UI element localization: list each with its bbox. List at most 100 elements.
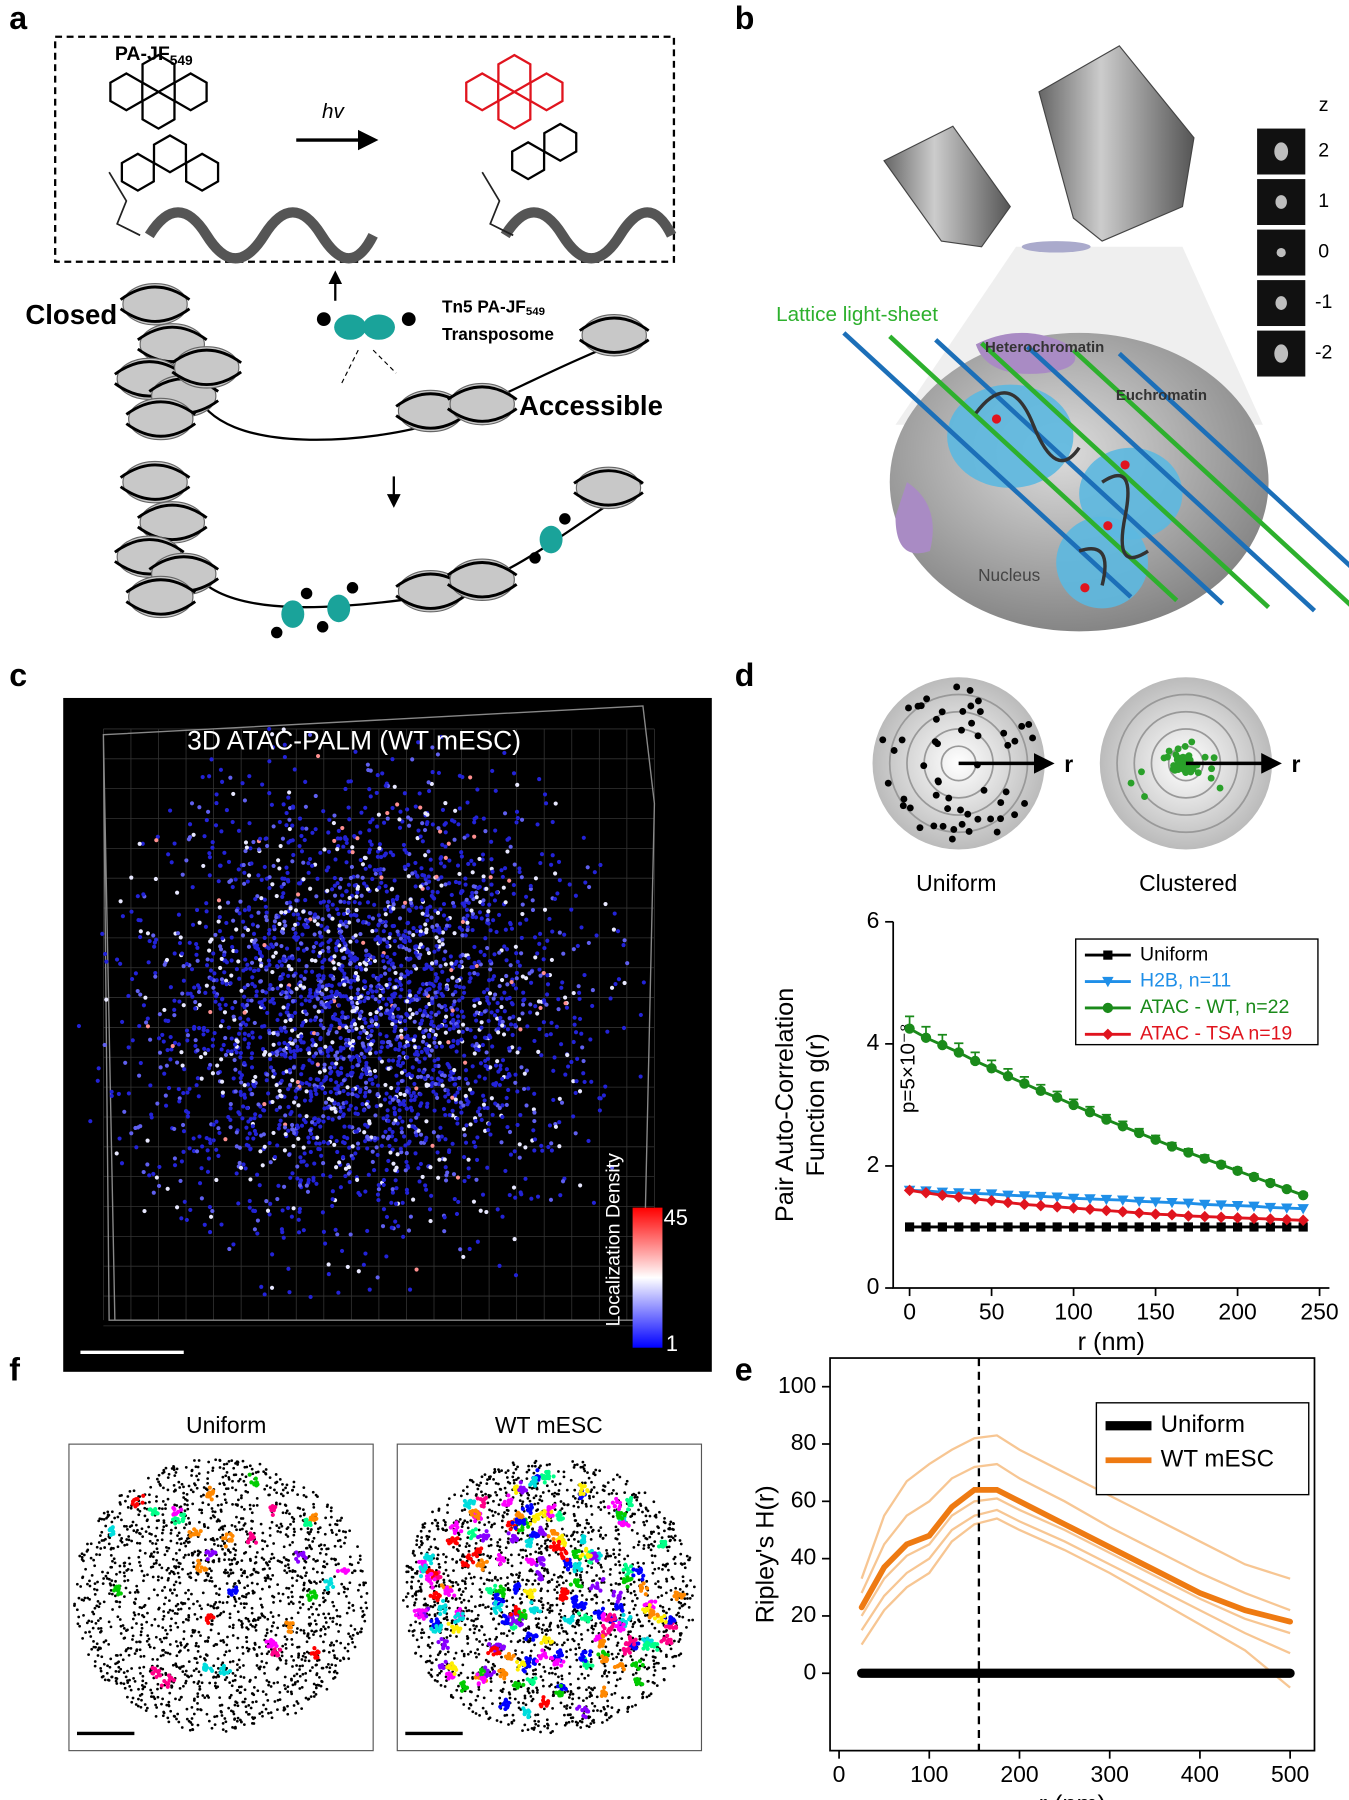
localization bbox=[482, 1105, 487, 1110]
localization bbox=[293, 931, 298, 936]
localization bbox=[331, 960, 336, 965]
localization bbox=[395, 1121, 400, 1126]
localization bbox=[196, 1649, 200, 1653]
localization bbox=[295, 1700, 299, 1703]
localization bbox=[308, 990, 313, 995]
localization bbox=[309, 1605, 313, 1609]
localization bbox=[297, 1183, 303, 1188]
localization bbox=[488, 875, 493, 880]
localization bbox=[127, 1538, 131, 1542]
localization bbox=[359, 1630, 363, 1634]
localization bbox=[387, 1143, 392, 1148]
localization bbox=[559, 985, 564, 990]
localization bbox=[427, 964, 432, 969]
localization bbox=[406, 1228, 412, 1233]
localization bbox=[103, 1678, 107, 1682]
localization bbox=[509, 926, 515, 931]
localization bbox=[238, 1718, 242, 1722]
localization bbox=[147, 1643, 151, 1647]
localization bbox=[192, 1026, 197, 1031]
localization bbox=[455, 1116, 460, 1121]
localization bbox=[128, 1525, 132, 1529]
localization bbox=[385, 940, 390, 945]
localization bbox=[576, 984, 581, 989]
localization bbox=[141, 892, 146, 897]
localization bbox=[349, 978, 354, 983]
localization bbox=[386, 1158, 391, 1163]
localization bbox=[304, 1679, 308, 1682]
localization bbox=[156, 1578, 160, 1582]
localization bbox=[423, 922, 428, 927]
localization bbox=[366, 952, 371, 957]
localization bbox=[376, 1182, 381, 1188]
localization bbox=[388, 1095, 393, 1100]
localization bbox=[522, 1086, 527, 1092]
localization bbox=[557, 1144, 562, 1149]
localization bbox=[342, 1585, 346, 1589]
localization bbox=[439, 1005, 444, 1010]
localization bbox=[96, 1580, 99, 1584]
localization bbox=[341, 1078, 346, 1083]
dye bbox=[316, 312, 331, 327]
localization bbox=[218, 1600, 222, 1604]
localization bbox=[446, 1099, 451, 1104]
localization bbox=[237, 1618, 241, 1622]
localization bbox=[255, 1653, 259, 1656]
localization bbox=[502, 750, 507, 756]
localization bbox=[363, 866, 368, 871]
localization bbox=[488, 1132, 493, 1137]
localization bbox=[370, 989, 375, 994]
localization bbox=[271, 824, 276, 829]
localization bbox=[540, 1148, 545, 1153]
localization bbox=[411, 1197, 416, 1202]
localization bbox=[397, 1056, 402, 1061]
localization bbox=[288, 1049, 293, 1054]
localization bbox=[345, 1594, 348, 1598]
localization bbox=[89, 1556, 93, 1560]
localization bbox=[165, 1047, 170, 1053]
localization bbox=[231, 791, 236, 796]
localization bbox=[535, 1194, 541, 1199]
localization bbox=[396, 1081, 401, 1086]
localization bbox=[519, 935, 524, 940]
localization bbox=[479, 1117, 484, 1123]
localization bbox=[120, 914, 125, 919]
localization bbox=[231, 1672, 235, 1675]
localization bbox=[207, 948, 212, 953]
localization bbox=[116, 1091, 121, 1096]
localization bbox=[307, 1555, 311, 1558]
localization bbox=[238, 1089, 243, 1095]
localization bbox=[622, 980, 627, 986]
localization bbox=[398, 1017, 403, 1022]
localization bbox=[139, 1630, 143, 1634]
localization bbox=[108, 1592, 111, 1595]
localization bbox=[330, 916, 335, 921]
localization bbox=[156, 1664, 159, 1668]
localization bbox=[293, 1530, 296, 1534]
localization bbox=[531, 1128, 536, 1133]
localization bbox=[475, 787, 480, 792]
localization bbox=[465, 913, 470, 918]
localization bbox=[515, 1089, 520, 1094]
localization bbox=[358, 1014, 363, 1019]
localization bbox=[271, 1001, 277, 1006]
localization bbox=[273, 1488, 276, 1492]
localization bbox=[206, 1066, 212, 1071]
localization bbox=[290, 1638, 294, 1641]
localization bbox=[284, 995, 289, 1000]
localization bbox=[220, 1703, 224, 1707]
localization bbox=[242, 1083, 247, 1088]
localization bbox=[429, 1010, 434, 1015]
localization bbox=[218, 863, 223, 868]
localization bbox=[490, 1044, 495, 1049]
localization bbox=[99, 1617, 102, 1620]
localization bbox=[290, 1028, 295, 1033]
localization bbox=[253, 1641, 257, 1645]
localization bbox=[402, 847, 407, 852]
localization bbox=[335, 1149, 340, 1155]
localization bbox=[187, 1660, 191, 1664]
localization bbox=[166, 1497, 170, 1501]
localization bbox=[88, 1584, 92, 1588]
localization bbox=[129, 875, 134, 880]
localization bbox=[376, 1198, 381, 1203]
